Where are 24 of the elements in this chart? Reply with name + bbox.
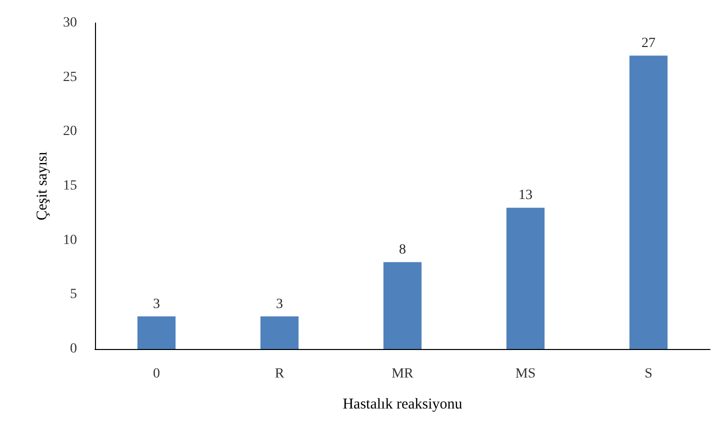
data-label: 8 <box>399 242 406 258</box>
x-tick-label: MS <box>515 366 536 382</box>
y-axis-title: Çeşit sayısı <box>34 152 50 220</box>
bar <box>383 262 422 349</box>
x-tick-label: 0 <box>153 366 160 382</box>
data-label: 3 <box>276 296 283 312</box>
y-tick-label: 10 <box>63 232 77 248</box>
data-label: 3 <box>153 296 160 312</box>
y-tick-label: 5 <box>70 287 77 302</box>
bar <box>506 208 545 349</box>
x-axis-title: Hastalık reaksiyonu <box>342 396 463 412</box>
y-tick-label: 25 <box>63 70 77 85</box>
x-tick-label: MR <box>392 366 414 382</box>
bar <box>137 316 176 349</box>
y-tick-label: 15 <box>63 178 77 194</box>
data-label: 13 <box>518 188 532 204</box>
data-label: 27 <box>642 36 656 52</box>
y-tick-label: 30 <box>63 16 77 30</box>
x-tick-label: S <box>644 366 652 382</box>
y-tick-label: 0 <box>70 342 77 356</box>
bar <box>260 316 299 349</box>
bar <box>629 56 668 349</box>
x-tick-label: R <box>274 366 285 382</box>
y-tick-label: 20 <box>63 124 77 140</box>
